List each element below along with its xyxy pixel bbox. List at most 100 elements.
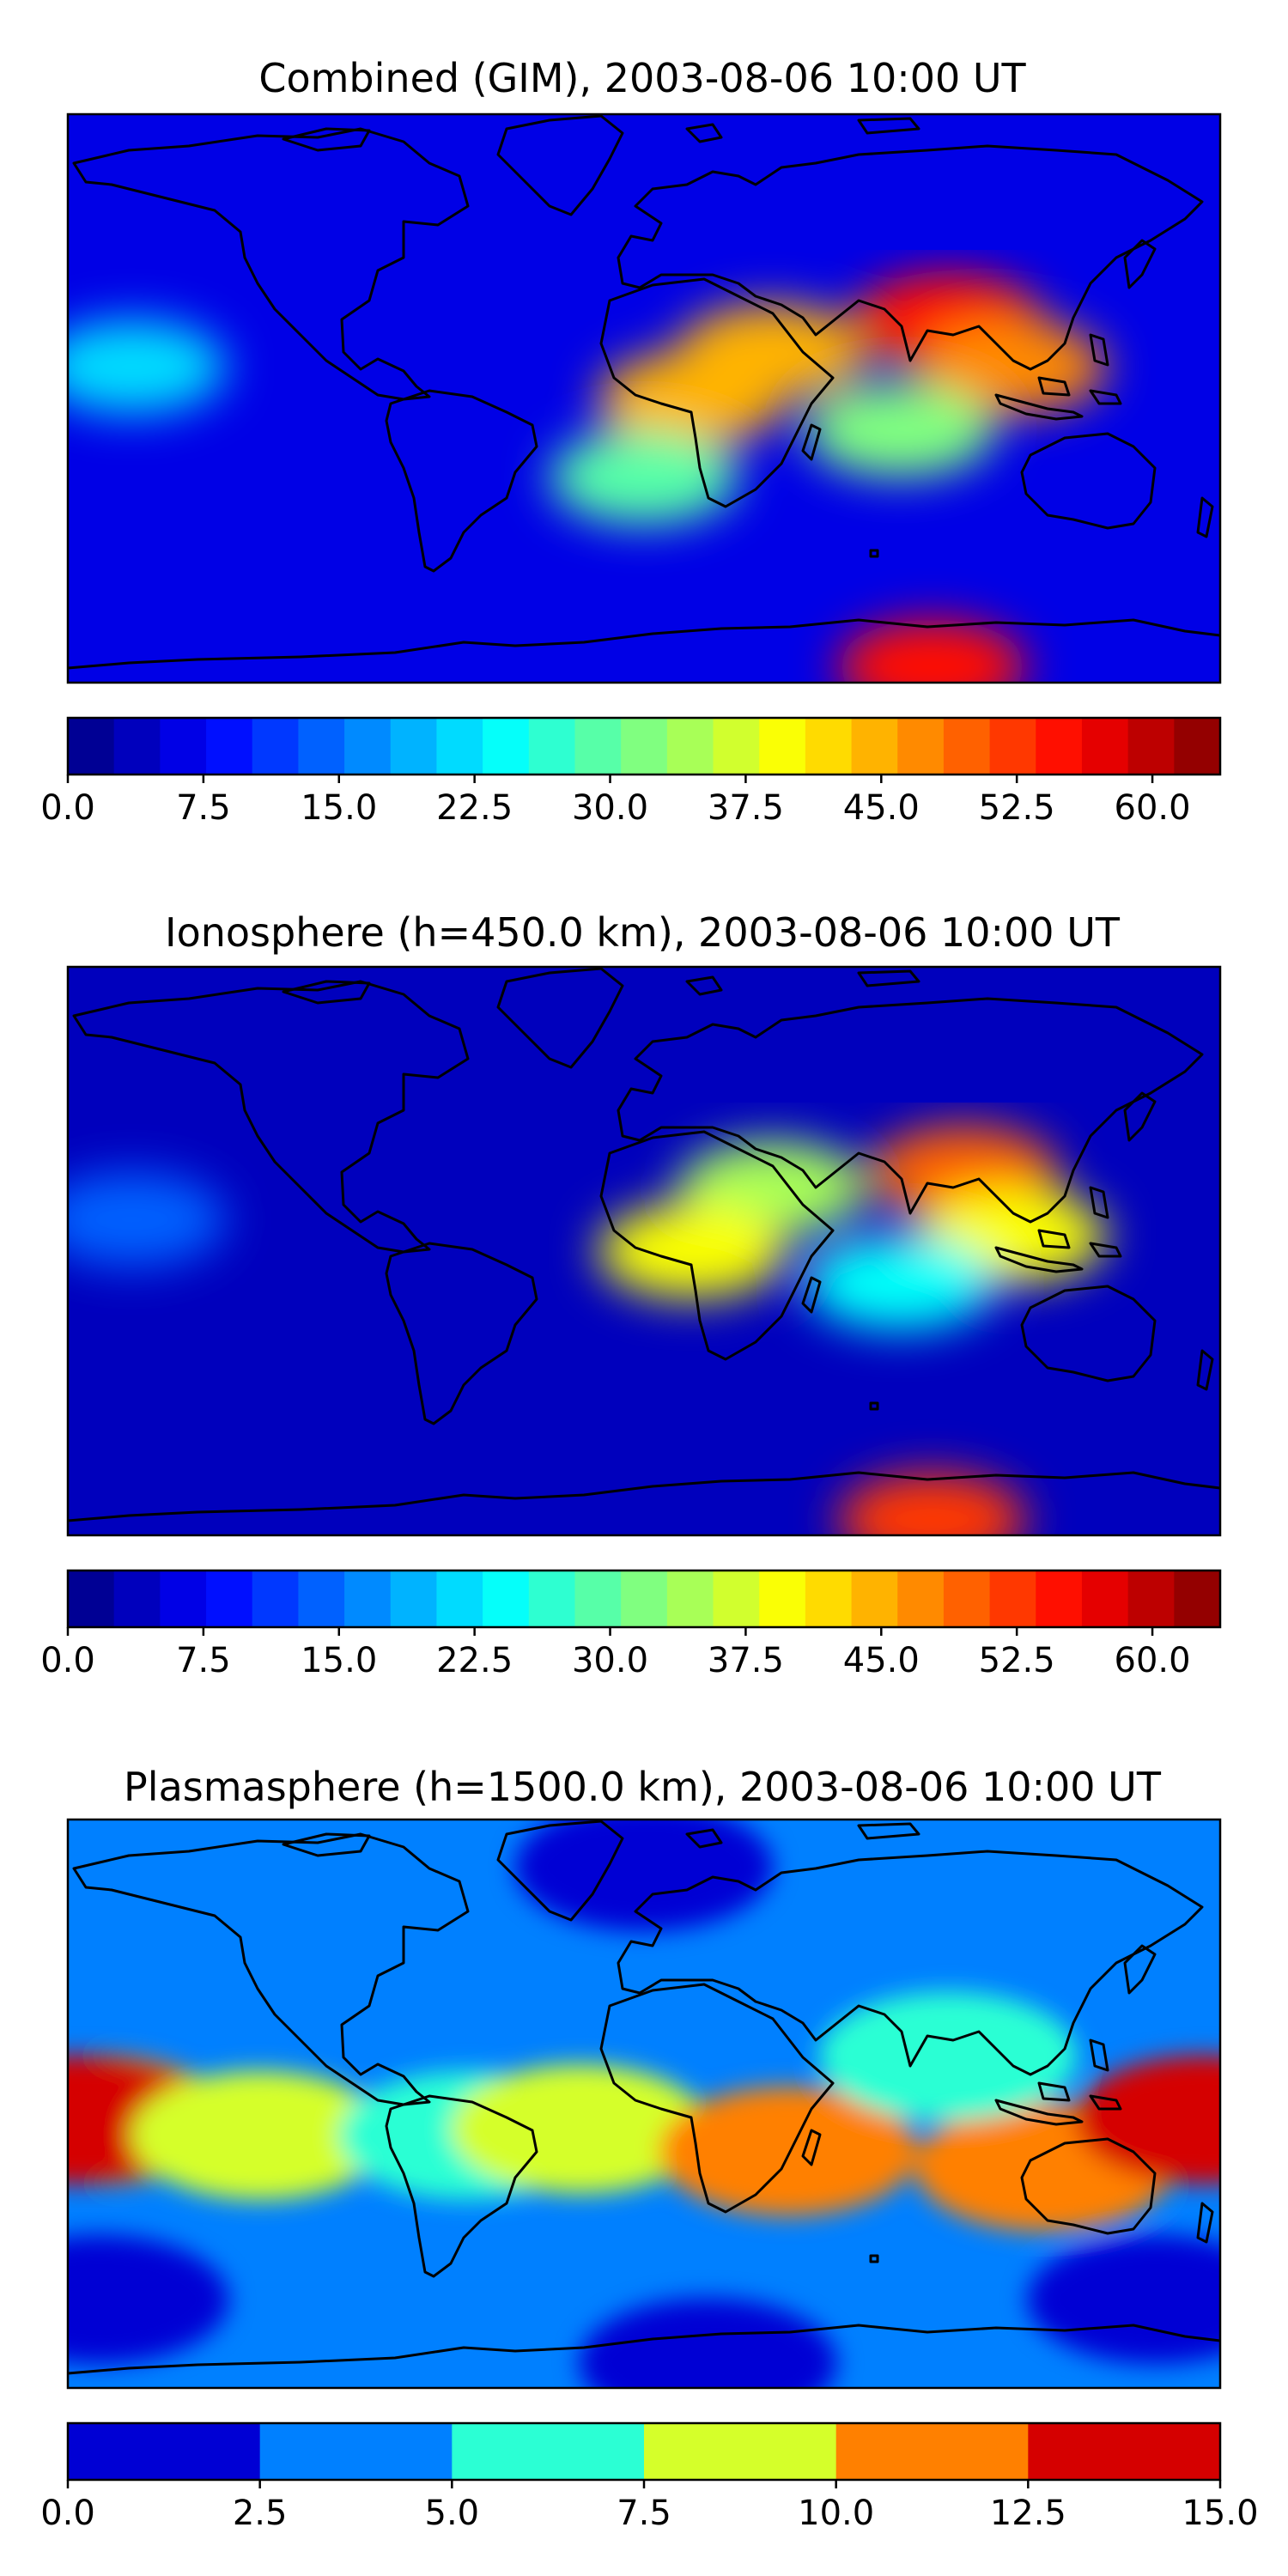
colorbar-segment [805,718,853,775]
colorbar-plasmasphere: 0.0 2.5 5.0 7.5 10.0 12.5 15.0 [40,2421,1259,2533]
colorbar-tick-label: 15.0 [1182,2494,1258,2533]
colorbar-tick-label: 30.0 [572,1641,648,1680]
colorbar-segment [621,718,668,775]
contour-region [68,2235,229,2364]
colorbar-segment [1174,1571,1221,1627]
colorbar-tick-label: 0.0 [40,2494,95,2533]
colorbar-tick-label: 60.0 [1115,788,1191,828]
colorbar-tick-label: 15.0 [301,1641,377,1680]
colorbar-segment [713,718,760,775]
map-frame [66,965,1222,1537]
colorbar-tick-label: 7.5 [617,2494,671,2533]
colorbar-tick-label: 12.5 [990,2494,1066,2533]
map-panel-ionosphere [68,967,1220,1535]
contour-region [550,429,738,525]
colorbar-segment [160,718,207,775]
colorbar-segment [113,718,161,775]
colorbar-segment [1081,718,1129,775]
colorbar-segment [897,718,945,775]
colorbar-segment [298,718,345,775]
contour-region [917,319,1107,415]
contour-region [1075,2055,1220,2184]
colorbar-segment [68,1571,115,1627]
colorbar-segment [298,1571,345,1627]
colorbar-segment [574,1571,622,1627]
contour-region [659,2087,917,2216]
colorbar-segment [1127,718,1175,775]
chart-title: Plasmasphere (h=1500.0 km), 2003-08-06 1… [124,1764,1161,1810]
colorbar-tick-label: 5.0 [425,2494,480,2533]
colorbar-segment [252,718,299,775]
colorbar-tick-label: 15.0 [301,788,377,828]
colorbar-segment [1174,718,1221,775]
contour-region [131,2070,389,2200]
contour-region [837,1472,1027,1535]
colorbar-segment [644,2423,837,2480]
colorbar-segment [989,1571,1036,1627]
colorbar-frame [66,1569,1222,1629]
colorbar-segment [252,1571,299,1627]
colorbar-segment [436,718,483,775]
colorbar-tick-label: 37.5 [708,788,784,828]
colorbar-tick-label: 30.0 [572,788,648,828]
contour-region [597,351,787,446]
colorbar-segment [574,718,622,775]
map-frame [66,1818,1222,2390]
colorbar-segment [1028,2423,1221,2480]
colorbar-segment [1036,1571,1083,1627]
colorbar-segment [666,1571,714,1627]
colorbar-segment [666,718,714,775]
colorbar-segment [759,1571,806,1627]
colorbar-segment [436,1571,483,1627]
colorbar-tick-label: 7.5 [176,788,231,828]
colorbar-tick-label: 37.5 [708,1641,784,1680]
contour-region [597,1204,787,1298]
contour-region [68,319,227,415]
colorbar-segment [1036,718,1083,775]
colorbar-segment [621,1571,668,1627]
colorbar-segment [713,1571,760,1627]
colorbar-segment [68,718,115,775]
contour-region [1027,2235,1220,2364]
colorbar-tick-label: 0.0 [40,788,95,828]
colorbar-segment [897,1571,945,1627]
colorbar-tick-label: 10.0 [798,2494,874,2533]
colorbar-segment [759,718,806,775]
colorbar-tick-label: 60.0 [1115,1641,1191,1680]
chart-title: Combined (GIM), 2003-08-06 10:00 UT [258,55,1026,101]
colorbar-segment [206,718,253,775]
colorbar-combined: 0.0 7.5 15.0 22.5 30.0 37.5 45.0 52.5 60.0 [40,716,1222,828]
colorbar-segment [528,718,576,775]
contour-region [805,1235,995,1330]
contour-region [837,619,1027,683]
colorbar-segment [390,1571,438,1627]
colorbar-segment [805,1571,853,1627]
colorbar-segment [1081,1571,1129,1627]
chart-title: Ionosphere (h=450.0 km), 2003-08-06 10:0… [165,909,1120,956]
colorbar-tick-label: 7.5 [176,1641,231,1680]
map-frame [66,112,1222,684]
colorbar-segment [113,1571,161,1627]
contour-region [451,2064,709,2194]
colorbar-segment [1127,1571,1175,1627]
colorbar-segment [390,718,438,775]
colorbar-tick-label: 45.0 [843,788,920,828]
colorbar-tick-label: 52.5 [979,788,1055,828]
colorbar-tick-label: 22.5 [436,788,513,828]
colorbar-tick-label: 45.0 [843,1641,920,1680]
contour-region [579,2298,837,2388]
contour-region [515,1820,773,1932]
colorbar-segment [259,2423,453,2480]
colorbar-segment [452,2423,645,2480]
colorbar-segment [851,1571,898,1627]
colorbar-segment [943,718,991,775]
colorbar-tick-label: 2.5 [233,2494,288,2533]
colorbar-segment [344,1571,392,1627]
colorbar-segment [943,1571,991,1627]
map-panel-combined [68,114,1220,683]
map-panel-plasmasphere [68,1820,1220,2388]
contour-region [68,1172,227,1267]
colorbar-segment [851,718,898,775]
